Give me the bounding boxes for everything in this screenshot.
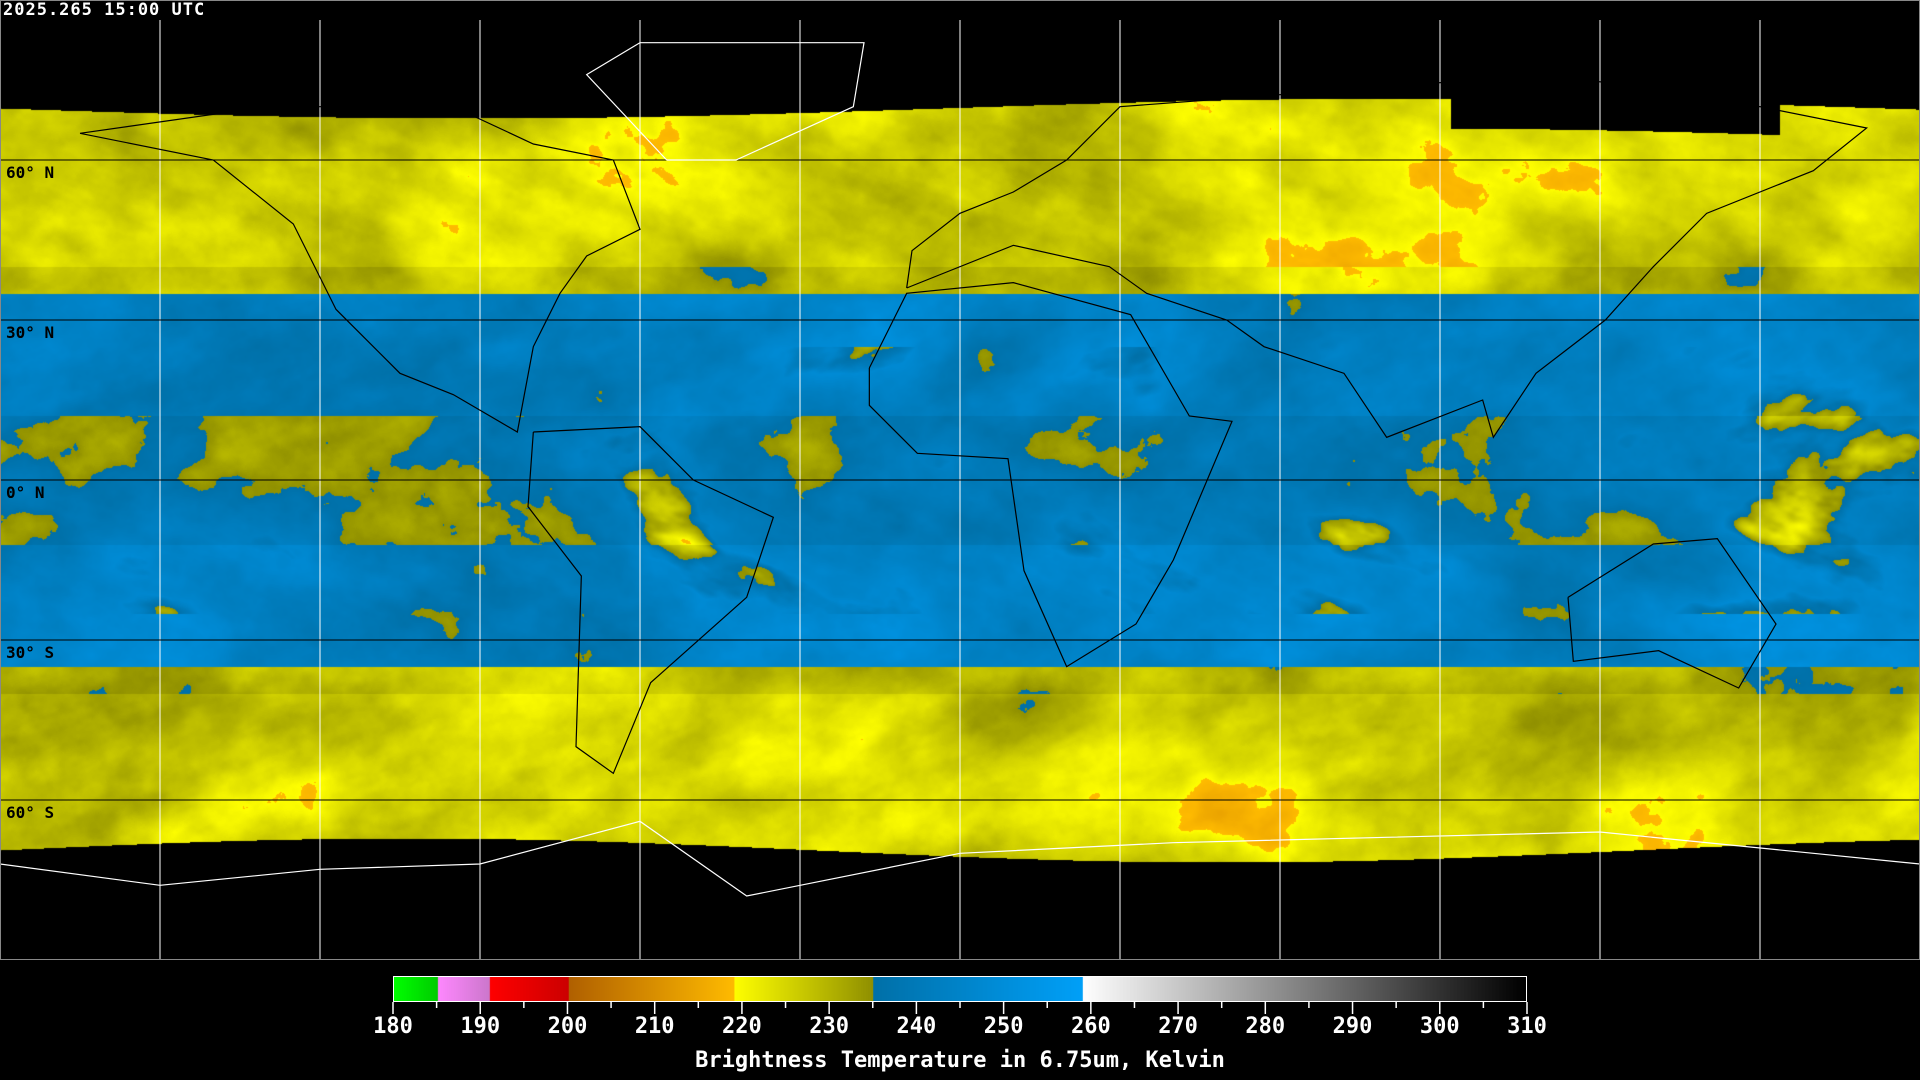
lat-label-60s: 60° S: [6, 803, 55, 822]
tick-label-280: 280: [1245, 1014, 1286, 1039]
timestamp: 2025.265 15:00 UTC: [3, 0, 206, 20]
lat-label-60n: 60° N: [6, 163, 55, 182]
tick-label-290: 290: [1332, 1014, 1373, 1039]
tick-label-200: 200: [547, 1014, 588, 1039]
coastline-greenland: [585, 42, 865, 161]
tick-label-260: 260: [1070, 1014, 1111, 1039]
tick-label-210: 210: [634, 1014, 675, 1039]
coastline-south-america: [527, 426, 775, 775]
tick-label-250: 250: [983, 1014, 1024, 1039]
satellite-map: 2025.265 15:00 UTC 60° N 30° N 0° N 30° …: [0, 0, 1920, 960]
colorbar: [393, 976, 1527, 1002]
tick-label-220: 220: [722, 1014, 762, 1039]
coastline-africa: [868, 282, 1233, 668]
tick-label-230: 230: [809, 1014, 850, 1039]
tick-label-240: 240: [896, 1014, 937, 1039]
tick-label-190: 190: [460, 1014, 501, 1039]
coastline-antarctica: [0, 820, 1920, 897]
tick-label-180: 180: [373, 1014, 413, 1039]
lat-label-30s: 30° S: [6, 643, 55, 662]
colorbar-title: Brightness Temperature in 6.75um, Kelvin: [695, 1048, 1225, 1073]
tick-label-270: 270: [1158, 1014, 1198, 1039]
map-overlay: [0, 20, 1920, 960]
tick-label-310: 310: [1507, 1014, 1547, 1039]
lat-label-30n: 30° N: [6, 323, 55, 342]
coastline-eurasia: [906, 74, 1869, 439]
coastline-north-america: [79, 106, 641, 433]
tick-label-300: 300: [1419, 1014, 1460, 1039]
lat-label-0n: 0° N: [6, 483, 45, 502]
coastline-australia: [1567, 538, 1777, 689]
colorbar-ticks: [392, 1002, 1528, 1014]
